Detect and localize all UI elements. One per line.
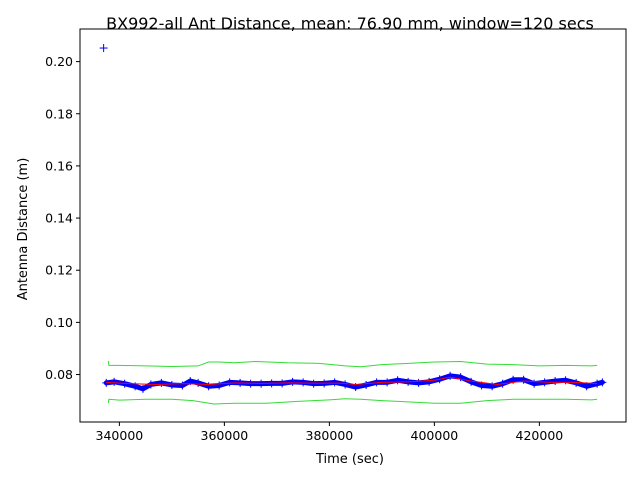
- series-moving-mean-line: [106, 376, 598, 385]
- measurement-point: [446, 371, 455, 380]
- measurement-point: [288, 377, 297, 386]
- series-upper-band-line: [107, 360, 598, 368]
- x-tick-label: 360000: [201, 428, 249, 443]
- axes-frame: [79, 28, 627, 423]
- measurement-point: [598, 378, 607, 387]
- measurement-point: [299, 378, 308, 387]
- y-axis-label: Antenna Distance (m): [16, 158, 31, 301]
- measurement-point: [393, 376, 402, 385]
- x-tick-label: 400000: [411, 428, 459, 443]
- measurement-point: [519, 375, 528, 384]
- measurement-point: [309, 379, 318, 388]
- chart-title: BX992-all Ant Distance, mean: 76.90 mm, …: [106, 14, 594, 33]
- measurement-point: [530, 379, 539, 388]
- measurement-point: [178, 381, 187, 390]
- series-lower-band-line: [107, 398, 598, 405]
- measurement-point: [341, 380, 350, 389]
- measurement-point: [414, 378, 423, 387]
- x-tick-label: 420000: [516, 428, 564, 443]
- y-tick-label: 0.10: [45, 315, 73, 330]
- y-tick-label: 0.18: [45, 106, 73, 121]
- measurement-point: [561, 376, 570, 385]
- series-layer: [99, 44, 607, 405]
- measurement-point: [99, 44, 108, 53]
- y-tick-label: 0.20: [45, 54, 73, 69]
- measurement-point: [330, 378, 339, 387]
- y-tick-label: 0.16: [45, 158, 73, 173]
- measurement-point: [362, 380, 371, 389]
- x-axis-label: Time (sec): [315, 452, 384, 467]
- measurement-point: [225, 378, 234, 387]
- plot-area: [99, 44, 607, 405]
- measurement-point: [425, 377, 434, 386]
- measurement-point: [110, 377, 119, 386]
- y-tick-label: 0.12: [45, 263, 73, 278]
- measurement-point: [456, 373, 465, 382]
- measurement-point: [582, 382, 591, 391]
- measurement-point: [157, 378, 166, 387]
- measurement-point: [204, 382, 213, 391]
- x-tick-label: 340000: [96, 428, 144, 443]
- measurement-point: [194, 378, 203, 387]
- y-tick-label: 0.14: [45, 211, 73, 226]
- measurement-point: [139, 384, 147, 393]
- measurement-point: [215, 381, 224, 390]
- measurement-point: [167, 380, 176, 389]
- y-tick-label: 0.08: [45, 367, 73, 382]
- x-axis-ticks: 340000 360000 380000 400000 420000: [96, 422, 564, 443]
- measurement-point: [551, 377, 560, 386]
- x-tick-label: 380000: [306, 428, 354, 443]
- y-axis-ticks: 0.08 0.10 0.12 0.14 0.16 0.18 0.20: [45, 54, 80, 382]
